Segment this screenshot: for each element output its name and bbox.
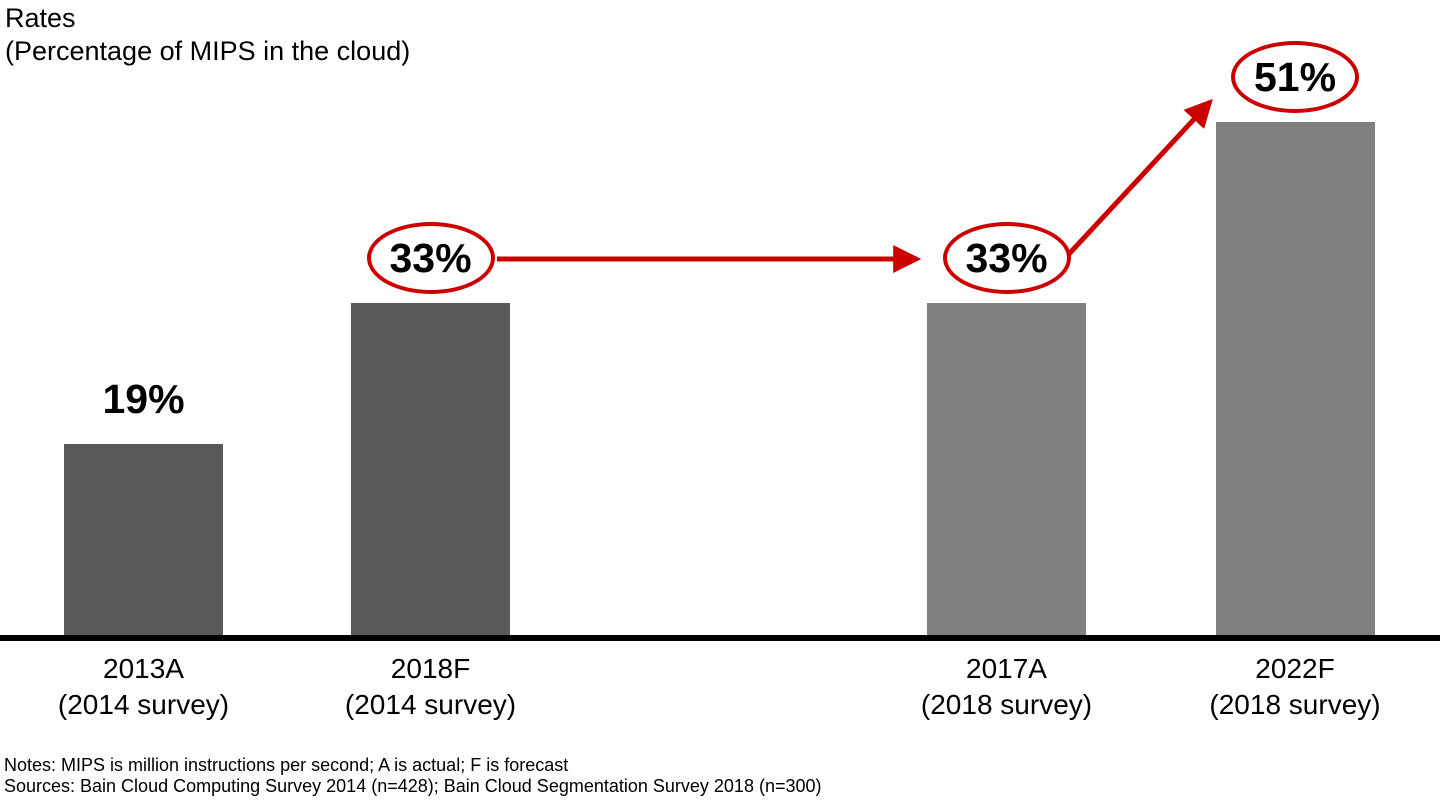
x-axis-label-year: 2017A	[966, 653, 1047, 684]
arrow-2017A-to-2022F	[1067, 98, 1213, 256]
bar-2018F	[351, 303, 510, 635]
x-axis-label-survey: (2018 survey)	[920, 689, 1093, 720]
x-axis-label-year: 2018F	[390, 653, 471, 684]
value-label-2013A: 19%	[102, 375, 185, 422]
footnotes: Notes: MIPS is million instructions per …	[4, 755, 822, 797]
circled-value-label-2017A: 33%	[942, 222, 1071, 294]
x-axis-label-year: 2013A	[103, 653, 184, 684]
chart-title-line2: (Percentage of MIPS in the cloud)	[5, 36, 411, 66]
x-axis-label-survey: (2014 survey)	[57, 689, 230, 720]
x-axis-label-2018F: 2018F (2014 survey)	[301, 651, 561, 723]
notes-line: Notes: MIPS is million instructions per …	[4, 755, 569, 775]
x-axis-label-survey: (2014 survey)	[344, 689, 517, 720]
bar-2017A	[927, 303, 1086, 635]
chart-title: Rates (Percentage of MIPS in the cloud)	[5, 2, 410, 68]
chart-title-line1: Rates	[5, 3, 76, 33]
x-axis-label-year: 2022F	[1255, 653, 1335, 684]
bar-2022F	[1215, 122, 1375, 635]
x-axis-label-2017A: 2017A (2018 survey)	[877, 651, 1137, 723]
x-axis-line	[0, 635, 1440, 641]
x-axis-label-2013A: 2013A (2014 survey)	[14, 651, 274, 723]
x-axis-label-survey: (2018 survey)	[1209, 689, 1381, 720]
circled-value-label-2018F: 33%	[366, 222, 495, 294]
sources-line: Sources: Bain Cloud Computing Survey 201…	[4, 776, 822, 796]
circled-value-label-2022F: 51%	[1231, 41, 1359, 113]
x-axis-label-2022F: 2022F (2018 survey)	[1165, 651, 1425, 723]
bar-2013A	[64, 444, 223, 635]
